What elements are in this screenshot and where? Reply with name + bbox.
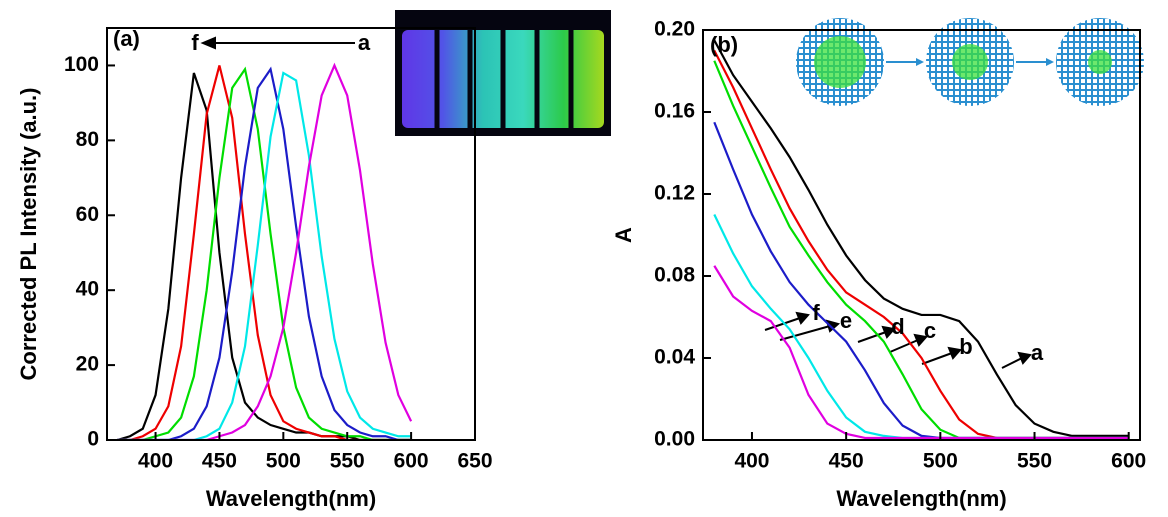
annotation: c xyxy=(924,318,936,343)
x-tick-label: 600 xyxy=(394,450,429,473)
y-tick-label: 100 xyxy=(64,53,99,76)
y-tick-label: 80 xyxy=(76,128,99,151)
x-axis-title: Wavelength(nm) xyxy=(836,486,1006,511)
x-tick-label: 550 xyxy=(330,450,365,473)
x-tick-label: 500 xyxy=(266,450,301,473)
data-line xyxy=(117,62,413,440)
x-tick-label: 400 xyxy=(734,450,769,473)
data-line xyxy=(713,60,1129,440)
y-axis-title: Corrected PL Intensity (a.u.) xyxy=(16,88,41,381)
data-line xyxy=(117,71,412,440)
y-tick-label: 0.08 xyxy=(654,264,695,287)
data-line xyxy=(117,66,412,440)
plot-frame xyxy=(106,27,476,441)
data-line xyxy=(116,72,412,440)
data-line xyxy=(713,49,1129,440)
particle-diagram xyxy=(796,18,1144,106)
x-tick-label: 450 xyxy=(829,450,864,473)
x-tick-label: 600 xyxy=(1111,450,1146,473)
y-tick-label: 0.04 xyxy=(654,346,695,369)
y-tick-label: 0.20 xyxy=(654,18,695,41)
x-tick-label: 450 xyxy=(202,450,237,473)
annotation-arrows xyxy=(200,36,1032,369)
data-line xyxy=(117,65,412,440)
annotation: e xyxy=(840,308,852,333)
y-tick-label: 0.12 xyxy=(654,182,695,205)
y-tick-label: 20 xyxy=(76,353,99,376)
data-line xyxy=(713,265,1129,440)
annotation: f xyxy=(812,300,820,325)
annotation: (b) xyxy=(710,32,738,57)
x-tick-label: 550 xyxy=(1017,450,1052,473)
x-tick-label: 650 xyxy=(457,450,492,473)
data-line xyxy=(713,121,1129,440)
annotation: (a) xyxy=(113,26,140,51)
y-tick-label: 60 xyxy=(76,203,99,226)
y-tick-label: 0.16 xyxy=(654,100,695,123)
x-tick-label: 500 xyxy=(923,450,958,473)
x-axis-title: Wavelength(nm) xyxy=(206,486,376,511)
annotation: f xyxy=(191,30,199,55)
y-axis-title: A xyxy=(611,227,636,243)
data-line xyxy=(117,66,412,440)
y-tick-label: 0.00 xyxy=(654,428,695,451)
annotation: d xyxy=(891,314,904,339)
y-tick-label: 0 xyxy=(87,428,99,451)
annotation: a xyxy=(358,30,371,55)
x-tick-label: 400 xyxy=(138,450,173,473)
y-tick-label: 40 xyxy=(76,278,99,301)
annotation: b xyxy=(959,334,972,359)
annotation: a xyxy=(1031,340,1044,365)
data-line xyxy=(713,39,1129,437)
plot-frame xyxy=(702,29,1141,441)
vial-photo xyxy=(395,10,611,136)
